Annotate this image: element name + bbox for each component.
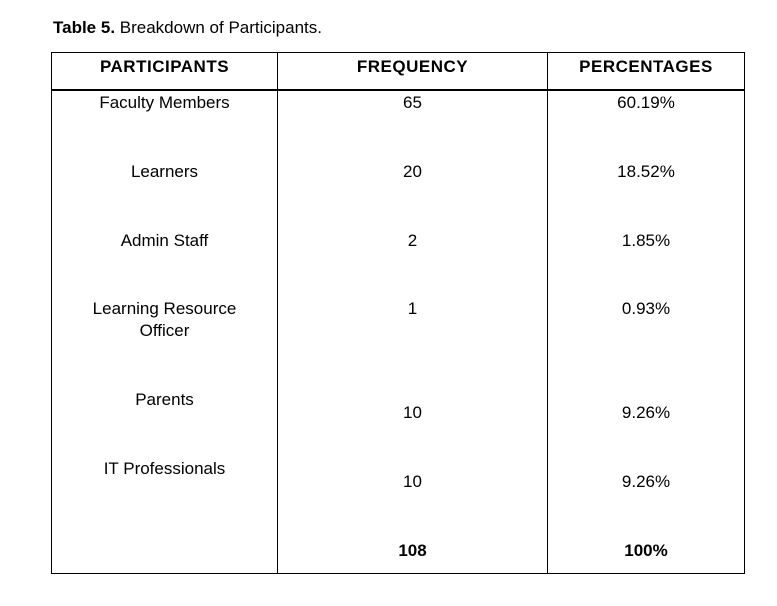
cell-participant: Faculty Members [99, 93, 230, 112]
participants-table: PARTICIPANTS FREQUENCY PERCENTAGES Facul… [51, 52, 745, 574]
cell-percentage: 0.93% [621, 299, 671, 318]
cell-percentage: 9.26% [621, 403, 671, 422]
column-divider [277, 53, 278, 573]
total-percentage: 100% [624, 541, 668, 560]
cell-frequency: 10 [403, 403, 422, 422]
cell-frequency: 10 [403, 472, 422, 491]
cell-frequency: 2 [407, 231, 418, 250]
cell-participant-line: Learning Resource [92, 299, 237, 318]
cell-frequency: 20 [403, 162, 422, 181]
cell-percentage: 60.19% [617, 93, 675, 112]
cell-participant: IT Professionals [103, 459, 226, 478]
total-frequency: 108 [398, 541, 427, 560]
header-participants: PARTICIPANTS [99, 57, 230, 76]
cell-participant: Admin Staff [120, 231, 209, 250]
header-frequency: FREQUENCY [356, 57, 469, 76]
cell-frequency: 1 [407, 299, 418, 318]
table-caption-label: Table 5. [53, 18, 116, 37]
cell-frequency: 65 [403, 93, 422, 112]
cell-percentage: 1.85% [621, 231, 671, 250]
header-rule [52, 89, 744, 91]
header-percentages: PERCENTAGES [579, 57, 713, 76]
cell-participant: Parents [135, 390, 194, 409]
table-caption-text: Breakdown of Participants. [115, 18, 322, 37]
cell-percentage: 18.52% [617, 162, 675, 181]
cell-percentage: 9.26% [621, 472, 671, 491]
cell-participant-line: Officer [139, 321, 190, 340]
cell-participant: Learners [130, 162, 199, 181]
column-divider [547, 53, 548, 573]
table-caption: Table 5. Breakdown of Participants. [53, 18, 322, 38]
cell-participant: Learning Resource Officer [52, 298, 277, 342]
